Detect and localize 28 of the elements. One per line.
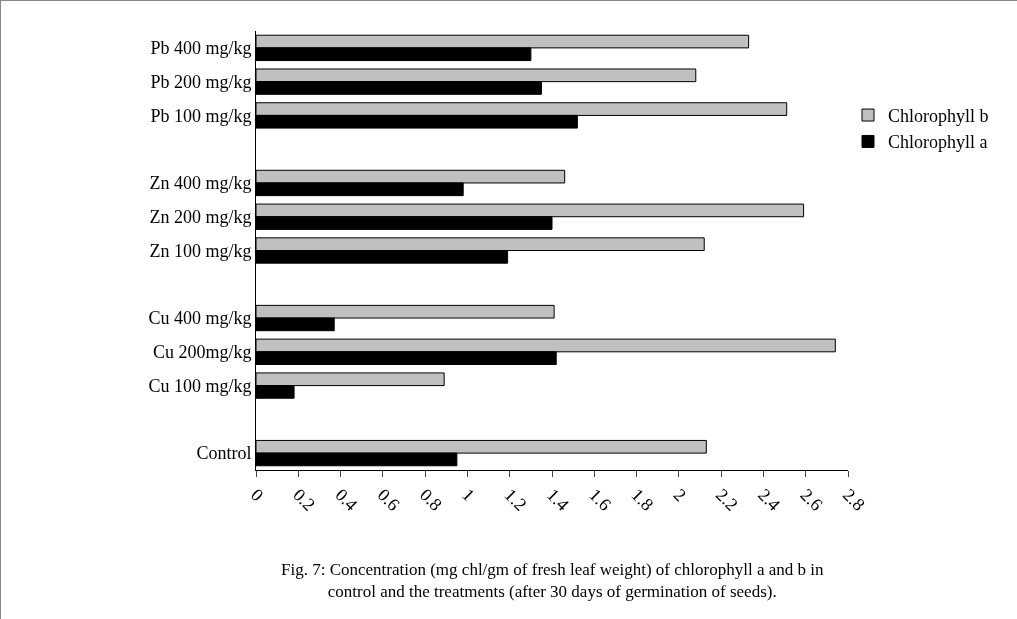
x-tick-label: 1.2 — [500, 484, 531, 515]
x-tick-label: 2.8 — [838, 484, 869, 515]
x-tick-label: 1 — [458, 484, 479, 506]
y-tick-label: Cu 400 mg/kg — [148, 308, 252, 329]
x-tick-label: 1.4 — [542, 484, 573, 515]
x-tick-label: 0 — [246, 484, 268, 506]
x-tick-label: 2.6 — [796, 484, 827, 515]
y-tick-label: Zn 400 mg/kg — [149, 173, 252, 194]
y-tick-label: Pb 200 mg/kg — [150, 71, 252, 92]
x-tick-label: 0.4 — [331, 484, 362, 515]
x-tick-label: 0.8 — [415, 484, 446, 515]
legend-label: Chlorophyll a — [888, 132, 988, 153]
y-tick-label: Zn 100 mg/kg — [149, 240, 252, 261]
y-tick-label: Zn 200 mg/kg — [149, 207, 252, 228]
y-tick-label: Cu 200mg/kg — [152, 342, 252, 363]
x-tick-label: 1.8 — [627, 484, 658, 515]
x-tick-label: 0.2 — [289, 484, 320, 515]
legend-label: Chlorophyll b — [888, 106, 989, 127]
y-tick-label: Pb 400 mg/kg — [150, 38, 252, 59]
y-tick-label: Pb 100 mg/kg — [150, 105, 252, 126]
caption: Fig. 7: Concentration (mg chl/gm of fresh leaf weight) of chlorophyll a and b in control and the treatments (after 30 days of germination of seeds). — [281, 560, 824, 602]
x-tick-label: 2 — [669, 484, 691, 506]
x-tick-label: 2.2 — [711, 484, 742, 515]
x-tick-label: 0.6 — [373, 484, 404, 515]
x-tick-label: 1.6 — [585, 484, 616, 515]
y-tick-label: Cu 100 mg/kg — [148, 375, 252, 396]
x-tick-label: 2.4 — [754, 484, 785, 515]
y-tick-label: Control — [196, 443, 252, 464]
